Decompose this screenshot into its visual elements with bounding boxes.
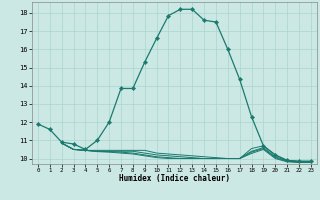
X-axis label: Humidex (Indice chaleur): Humidex (Indice chaleur): [119, 174, 230, 183]
